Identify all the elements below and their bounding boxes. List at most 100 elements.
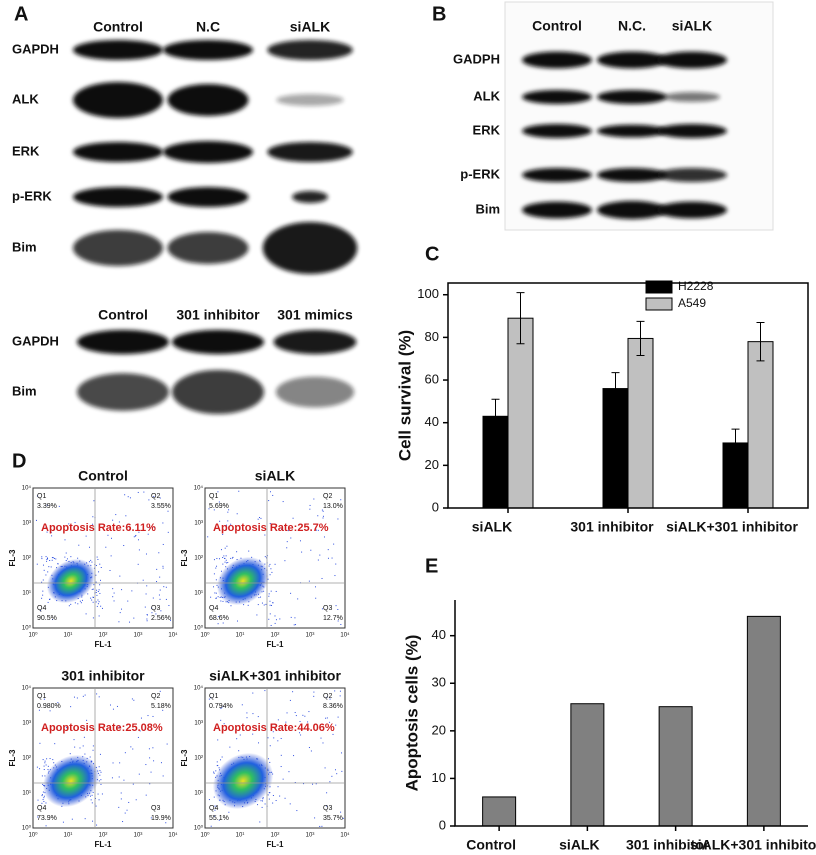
- event-dot: [149, 783, 151, 785]
- event-dot: [93, 584, 95, 586]
- event-dot: [326, 696, 328, 698]
- event-dot: [290, 537, 292, 539]
- event-dot: [132, 748, 134, 750]
- event-dot: [275, 800, 277, 802]
- event-dot: [49, 758, 51, 760]
- event-dot: [215, 598, 217, 600]
- event-dot: [321, 825, 323, 827]
- event-dot: [252, 692, 254, 694]
- event-dot: [236, 513, 238, 515]
- event-dot: [260, 596, 262, 598]
- event-dot: [120, 798, 122, 800]
- event-dot: [269, 522, 271, 524]
- density-core: [216, 556, 270, 606]
- y-tick-label: 40: [425, 414, 439, 429]
- x-tick-label: 10¹: [64, 633, 73, 639]
- event-dot: [42, 579, 44, 581]
- quadrant-name: Q2: [151, 693, 160, 700]
- event-dot: [89, 756, 91, 758]
- column-header: N.C: [196, 19, 220, 35]
- event-dot: [100, 771, 102, 773]
- event-dot: [105, 546, 107, 548]
- error-bar: [611, 372, 620, 406]
- event-dot: [274, 563, 276, 565]
- event-dot: [220, 708, 222, 710]
- event-dot: [208, 799, 210, 801]
- event-dot: [304, 715, 306, 717]
- quadrant-name: Q2: [323, 493, 332, 500]
- event-dot: [280, 754, 282, 756]
- event-dot: [337, 518, 339, 520]
- error-bar: [636, 320, 645, 357]
- event-dot: [98, 780, 100, 782]
- event-dot: [42, 759, 44, 761]
- event-dot: [95, 565, 97, 567]
- event-dot: [226, 562, 228, 564]
- event-dot: [120, 792, 122, 794]
- y-tick-label: 40: [432, 627, 446, 642]
- event-dot: [269, 491, 271, 493]
- event-dot: [100, 605, 102, 607]
- event-dot: [39, 768, 41, 770]
- event-dot: [268, 618, 270, 620]
- event-dot: [49, 560, 51, 562]
- event-dot: [270, 590, 272, 592]
- event-dot: [97, 603, 99, 605]
- event-dot: [43, 765, 45, 767]
- y-tick-label: 30: [432, 675, 446, 690]
- quadrant-name: Q4: [209, 605, 218, 612]
- bar: [482, 796, 517, 827]
- event-dot: [319, 554, 321, 556]
- plot-frame: [204, 487, 346, 629]
- event-dot: [287, 530, 289, 532]
- x-tick-label: 301 inhibitor: [626, 837, 710, 853]
- event-dot: [215, 597, 217, 599]
- event-dot: [231, 557, 233, 559]
- event-dot: [127, 600, 129, 602]
- event-dot: [96, 594, 98, 596]
- blot-band: [522, 201, 592, 219]
- event-dot: [80, 602, 82, 604]
- event-dot: [46, 504, 48, 506]
- blot-band: [597, 200, 667, 220]
- event-dot: [40, 610, 42, 612]
- event-dot: [297, 598, 299, 600]
- quadrant-value: 55.1%: [209, 815, 229, 822]
- event-dot: [317, 529, 319, 531]
- y-tick-label: 10²: [194, 756, 203, 762]
- event-dot: [289, 803, 291, 805]
- event-dot: [227, 520, 229, 522]
- event-dot: [65, 727, 67, 729]
- event-dot: [98, 696, 100, 698]
- quadrant-value: 35.7%: [323, 815, 343, 822]
- event-dot: [92, 749, 94, 751]
- event-dot: [340, 499, 342, 501]
- event-dot: [321, 577, 323, 579]
- event-dot: [241, 704, 243, 706]
- event-dot: [44, 762, 46, 764]
- event-dot: [226, 545, 228, 547]
- apoptosis-rate: Apoptosis Rate:6.11%: [41, 522, 156, 534]
- event-dot: [166, 743, 168, 745]
- event-dot: [238, 750, 240, 752]
- x-tick-label: siALK+301 inhibitor: [666, 519, 798, 535]
- row-label: p-ERK: [460, 166, 500, 181]
- event-dot: [226, 524, 228, 526]
- event-dot: [218, 616, 220, 618]
- event-dot: [299, 732, 301, 734]
- event-dot: [308, 747, 310, 749]
- event-dot: [123, 779, 125, 781]
- event-dot: [269, 745, 271, 747]
- event-dot: [74, 522, 76, 524]
- event-dot: [92, 516, 94, 518]
- event-dot: [70, 603, 72, 605]
- event-dot: [301, 551, 303, 553]
- event-dot: [42, 783, 44, 785]
- blot-band: [167, 232, 249, 264]
- error-bar: [731, 428, 740, 458]
- event-dot: [217, 764, 219, 766]
- event-dot: [99, 770, 101, 772]
- event-dot: [64, 539, 66, 541]
- blot-band: [73, 187, 163, 207]
- event-dot: [133, 617, 135, 619]
